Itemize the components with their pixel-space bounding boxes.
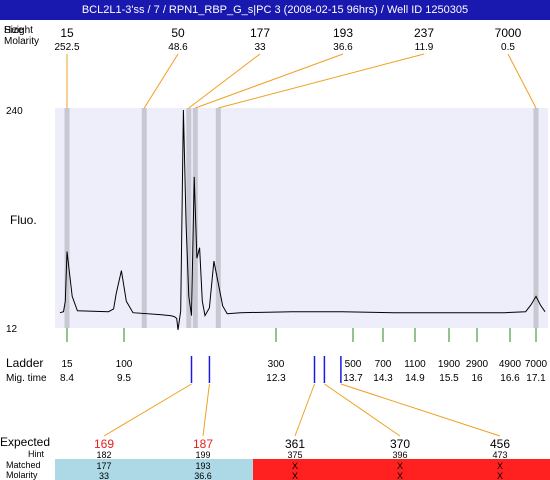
ladder-size: 4900 <box>499 359 522 370</box>
expected-connector <box>324 383 401 437</box>
peak-molarity-label: 252.5 <box>54 42 79 53</box>
peak-size-label: 50 <box>171 26 185 40</box>
expected-size: 361 <box>285 437 305 451</box>
row-molarity-label: Molarity <box>6 470 38 480</box>
ladder-size: 700 <box>375 359 392 370</box>
ladder-time: 9.5 <box>117 373 131 384</box>
expected-size: 370 <box>390 437 410 451</box>
hint-size: 375 <box>287 450 302 460</box>
peak-molarity-label: 33 <box>254 42 266 53</box>
fluorescence-trace <box>59 109 546 330</box>
expected-table: 1691821773318719919336.6361375XX370396XX… <box>94 437 510 480</box>
expected-connector <box>294 383 315 437</box>
peak-callout-line <box>195 53 344 109</box>
expected-connector <box>103 383 192 437</box>
peak-header-labels: 15 252.5 50 48.6 177 33 193 36.6 237 11.9 7000 0.5 <box>54 26 521 53</box>
ladder-size: 7000 <box>525 359 548 370</box>
matched-size: X <box>292 461 298 471</box>
hint-size: 182 <box>96 450 111 460</box>
y-tick-bottom: 12 <box>6 324 18 335</box>
ladder-size: 1100 <box>404 359 426 370</box>
matched-size: X <box>397 461 403 471</box>
peak-size-label: 7000 <box>495 26 522 40</box>
migration-markers <box>103 356 501 437</box>
expected-size: 169 <box>94 437 114 451</box>
peak-callout-line <box>143 53 179 109</box>
size-label: Size <box>4 25 24 36</box>
hint-label: Hint <box>28 449 45 459</box>
expected-size: 456 <box>490 437 510 451</box>
peak-callout-lines <box>66 53 537 109</box>
peak-size-label: 177 <box>250 26 270 40</box>
plot-area <box>55 108 548 328</box>
ladder-values: 15 8.4 100 9.5 300 12.3 500 13.7 700 14.3 1100 14.9… <box>60 359 548 384</box>
ladder-size: 15 <box>61 359 73 370</box>
expected-connector <box>340 383 501 437</box>
peak-molarity-label: 11.9 <box>415 42 434 53</box>
matched-molarity: X <box>292 471 298 480</box>
matched-molarity: 36.6 <box>194 471 212 480</box>
peak-marker <box>186 108 192 328</box>
y-tick-top: 240 <box>6 106 23 117</box>
peak-molarity-label: 48.6 <box>168 42 188 53</box>
hint-size: 199 <box>195 450 210 460</box>
peak-marker <box>141 108 147 328</box>
peak-marker <box>64 108 70 328</box>
expected-connector <box>202 383 210 437</box>
chart-title: BCL2L1-3'ss / 7 / RPN1_RBP_G_s|PC 3 (200… <box>0 0 550 20</box>
peak-callout-line <box>188 53 261 109</box>
peak-molarity-label: 0.5 <box>501 42 515 53</box>
ladder-time: 15.5 <box>439 373 459 384</box>
mig-time-label: Mig. time <box>6 373 47 384</box>
molarity-label: Molarity <box>4 36 39 47</box>
matched-size: X <box>497 461 503 471</box>
matched-molarity: X <box>397 471 403 480</box>
matched-band <box>55 459 253 480</box>
hint-size: 473 <box>492 450 507 460</box>
ladder-time: 12.3 <box>266 373 286 384</box>
peak-marker <box>533 108 539 328</box>
peak-size-label: 15 <box>60 26 74 40</box>
expected-size: 187 <box>193 437 213 451</box>
matched-size: 193 <box>195 461 210 471</box>
ladder-size: 2900 <box>466 359 489 370</box>
ladder-time: 13.7 <box>343 373 363 384</box>
peak-size-label: 237 <box>414 26 434 40</box>
matched-size: 177 <box>96 461 111 471</box>
ladder-time: 8.4 <box>60 373 74 384</box>
peak-callout-line <box>218 53 425 109</box>
matched-label: Matched <box>6 460 41 470</box>
matched-molarity: 33 <box>99 471 109 480</box>
ladder-size: 1900 <box>438 359 461 370</box>
peak-callout-line <box>507 53 537 109</box>
ladder-time: 14.3 <box>373 373 393 384</box>
unmatched-band <box>253 459 550 480</box>
ladder-time: 14.9 <box>405 373 425 384</box>
ladder-time: 16 <box>471 373 483 384</box>
y-axis-label: Fluo. <box>10 213 37 227</box>
ladder-size: 100 <box>116 359 133 370</box>
ladder-time: 17.1 <box>526 373 546 384</box>
height-label: Height <box>4 25 33 36</box>
peak-marker <box>215 108 221 328</box>
expected-label: Expected <box>0 435 50 449</box>
ladder-size: 500 <box>345 359 362 370</box>
ladder-ticks <box>66 328 537 342</box>
matched-molarity: X <box>497 471 503 480</box>
ladder-time: 16.6 <box>500 373 520 384</box>
hint-size: 396 <box>392 450 407 460</box>
peak-size-label: 193 <box>333 26 353 40</box>
ladder-label: Ladder <box>6 356 43 370</box>
ladder-size: 300 <box>268 359 285 370</box>
peak-molarity-label: 36.6 <box>333 42 353 53</box>
